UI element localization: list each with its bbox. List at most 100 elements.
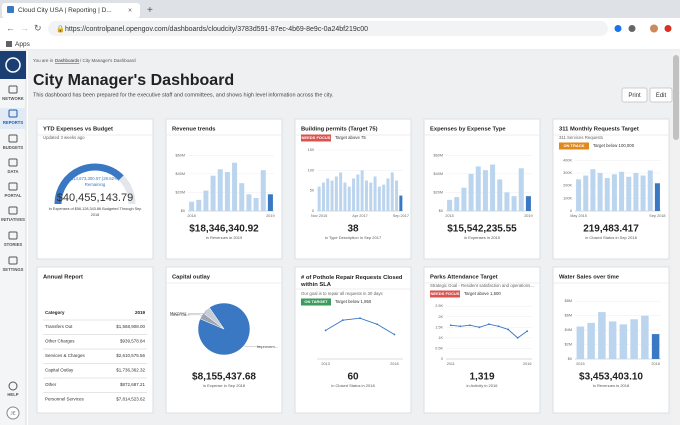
bar xyxy=(619,171,625,211)
bar xyxy=(339,172,343,211)
breadcrumb-link[interactable]: Dashboards xyxy=(55,58,80,63)
tab-close[interactable]: × xyxy=(128,7,132,14)
nav-label[interactable]: NETWORK xyxy=(2,96,24,101)
card xyxy=(294,266,412,414)
bar xyxy=(356,174,360,211)
extension[interactable] xyxy=(628,25,636,32)
y-tick-label: 200K xyxy=(563,184,572,188)
kpi-value: $15,542,235.55 xyxy=(447,224,517,235)
bar xyxy=(369,182,373,211)
forward-button[interactable]: → xyxy=(20,23,29,33)
gauge-caption: In Expenses of $56,128,343.86 Budgeted T… xyxy=(49,207,142,211)
bookmarks-bar xyxy=(0,38,680,50)
badge xyxy=(559,142,589,150)
new-tab[interactable]: + xyxy=(147,5,153,16)
card-title: Revenue trends xyxy=(172,127,216,133)
bar xyxy=(246,194,252,211)
bar xyxy=(461,187,467,211)
bar xyxy=(490,164,496,211)
nav-label[interactable]: DATA xyxy=(7,169,18,174)
nav-label[interactable]: SETTINGS xyxy=(3,267,24,272)
kpi-caption: in Expenses in 2019 xyxy=(464,235,501,240)
x-tick-label: 2013 xyxy=(321,362,329,366)
bookmark[interactable]: Apps xyxy=(15,41,31,48)
table-cell: Other xyxy=(45,382,57,387)
x-tick-label: Nov 2015 xyxy=(311,214,327,218)
line-point xyxy=(341,319,344,322)
button[interactable] xyxy=(649,87,673,103)
table-cell: Other Charges xyxy=(45,339,75,344)
bar xyxy=(382,184,386,211)
tab[interactable] xyxy=(2,3,140,18)
pie-slice xyxy=(203,307,225,330)
back-button[interactable]: ← xyxy=(6,23,15,33)
bar xyxy=(640,175,646,211)
apps-icon xyxy=(6,41,12,47)
badge-label: NEEDS FOCUS xyxy=(431,291,460,296)
card-title: Parks Attendance Target xyxy=(430,275,498,281)
y-tick-label: 1K xyxy=(438,336,443,340)
scroll-thumb[interactable] xyxy=(673,55,679,140)
help-label[interactable]: HELP xyxy=(7,392,18,397)
bar xyxy=(232,162,238,211)
button-label[interactable]: Print xyxy=(628,93,641,99)
profile[interactable] xyxy=(650,24,658,33)
table-cell: $2,610,575.56 xyxy=(116,353,145,358)
bar xyxy=(576,179,582,211)
button-label[interactable]: Edit xyxy=(656,93,667,99)
badge-label: ON TARGET xyxy=(304,299,328,304)
nav-label[interactable]: BUDGETS xyxy=(3,145,24,150)
x-tick-label: 2019 xyxy=(524,214,532,218)
kpi-value: 219,483.417 xyxy=(583,224,639,235)
y-tick-label: $0 xyxy=(181,209,185,213)
logo-area[interactable] xyxy=(0,51,26,79)
nav-icon xyxy=(8,109,18,118)
nav-label[interactable]: INITIATIVES xyxy=(1,217,25,222)
nav-icon xyxy=(8,231,18,240)
pie-label: Improvem... xyxy=(257,344,278,349)
table-cell: Transfers Out xyxy=(45,324,73,329)
bar xyxy=(267,194,273,211)
help-icon[interactable] xyxy=(8,381,18,391)
card xyxy=(423,266,541,414)
nav-icon xyxy=(8,134,18,143)
x-tick-label: Sep 2017 xyxy=(393,214,409,218)
badge-label: ON TRACK xyxy=(563,143,584,148)
card-subtitle: 311 Services Requests xyxy=(559,135,603,140)
extension[interactable] xyxy=(614,25,622,32)
kpi-value: $3,453,403.10 xyxy=(579,372,643,383)
scrollbar xyxy=(672,51,680,425)
bar xyxy=(189,201,195,211)
reload-button[interactable]: ↻ xyxy=(34,23,42,33)
nav-label[interactable]: REPORTS xyxy=(3,120,23,125)
card-title: Capital outlay xyxy=(172,275,211,281)
page-title: City Manager's Dashboard xyxy=(33,72,234,89)
bar xyxy=(497,179,503,211)
nav-icon xyxy=(8,256,18,265)
button[interactable] xyxy=(621,87,648,103)
breadcrumb-current: / City Manager's Dashboard xyxy=(80,58,136,63)
x-tick-label: Sep 2018 xyxy=(649,214,665,218)
leader-line xyxy=(188,310,207,314)
bar xyxy=(196,199,202,211)
nav-icon xyxy=(8,85,18,94)
card-title: Water Sales over time xyxy=(559,275,620,281)
y-tick-label: $2M xyxy=(565,343,572,347)
bar xyxy=(321,182,325,211)
sidebar xyxy=(0,51,26,425)
badge xyxy=(430,290,460,298)
bar xyxy=(210,175,216,211)
bar xyxy=(633,173,639,211)
bar xyxy=(399,195,403,211)
table-cell: Personnel Services xyxy=(45,397,85,402)
bar xyxy=(343,182,347,211)
address-bar[interactable] xyxy=(48,21,608,36)
menu[interactable] xyxy=(664,25,672,32)
bar xyxy=(395,180,399,211)
user-avatar[interactable] xyxy=(6,406,20,420)
nav-label[interactable]: PORTAL xyxy=(5,193,22,198)
nav-label[interactable]: STORIES xyxy=(4,242,23,247)
line-point xyxy=(507,328,510,331)
line-point xyxy=(393,333,396,336)
bar xyxy=(619,324,628,359)
